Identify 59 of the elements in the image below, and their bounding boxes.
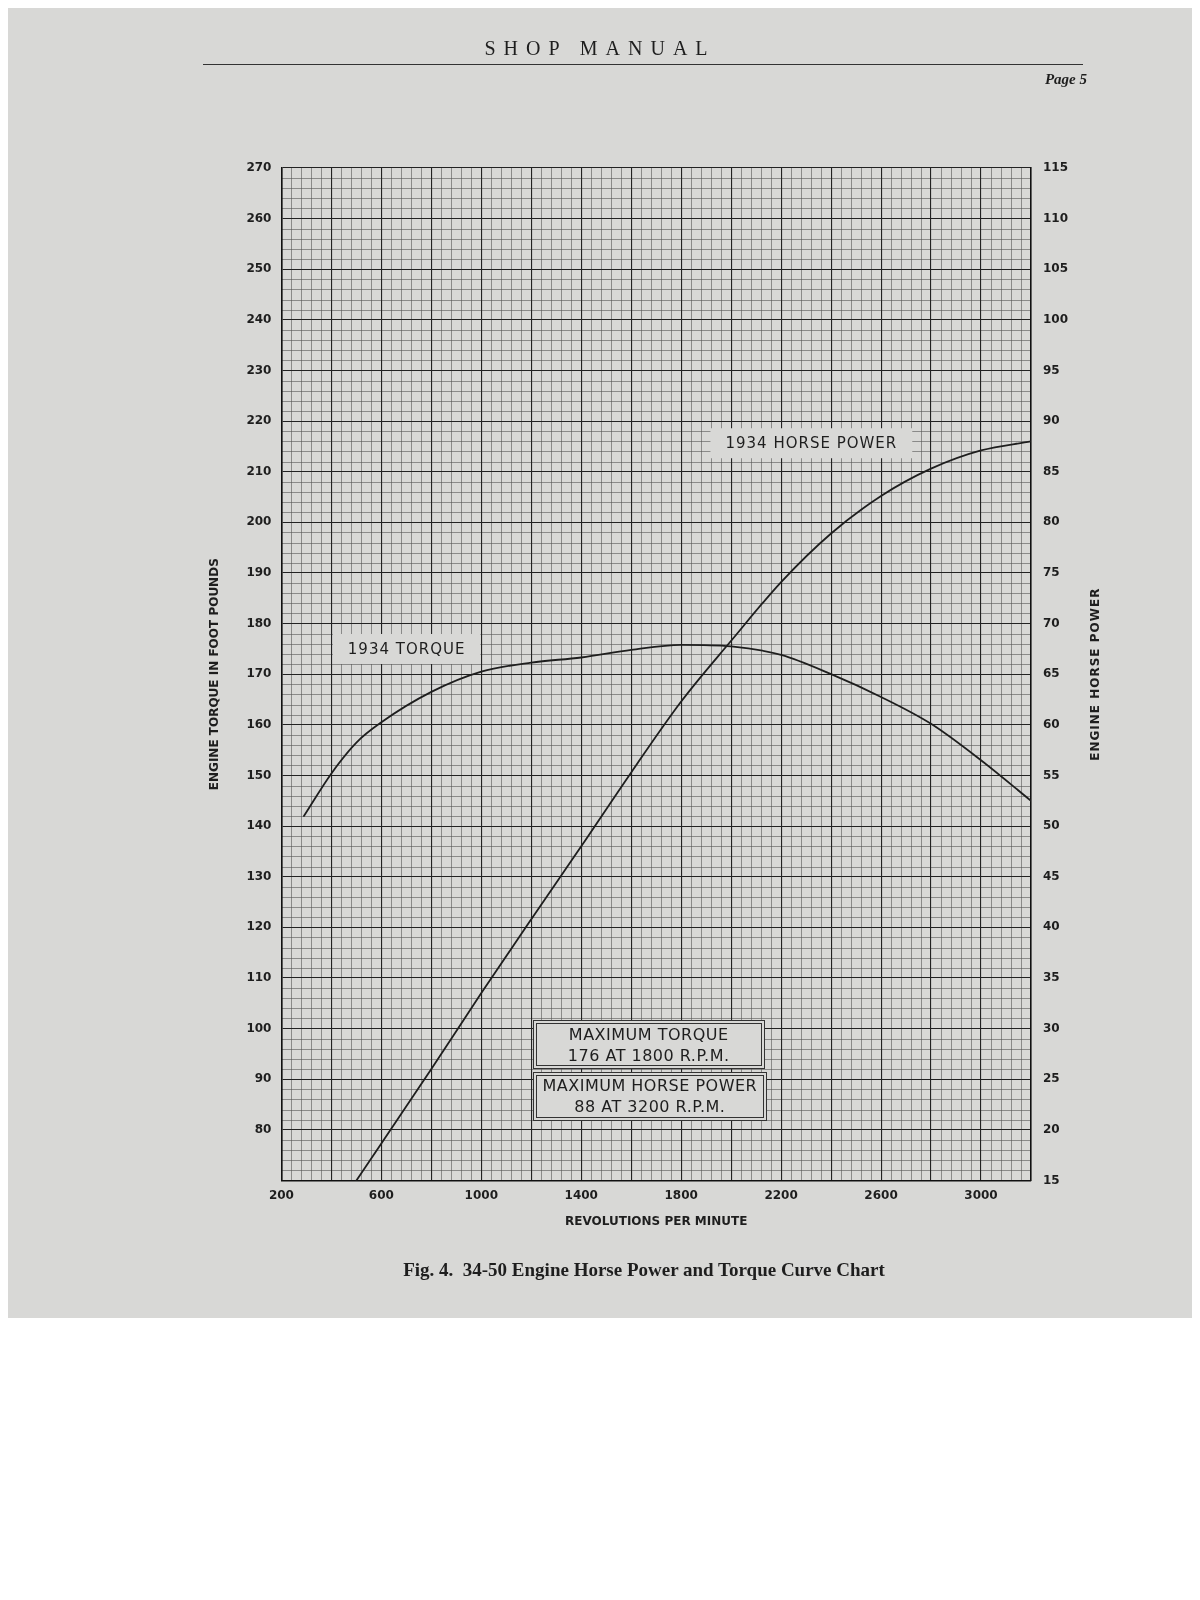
y-tick-label: 230	[246, 362, 272, 377]
y-tick-label: 110	[246, 970, 272, 985]
y2-axis-title: ENGINE HORSE POWER	[1088, 587, 1103, 761]
x-tick-label: 200	[268, 1187, 294, 1202]
y-tick-label: 120	[246, 919, 272, 934]
y2-tick-label: 75	[1042, 565, 1060, 580]
y-tick-label: 270	[246, 160, 272, 175]
y2-tick-label: 90	[1042, 413, 1060, 428]
y2-tick-label: 60	[1042, 716, 1060, 731]
x-tick-label: 1400	[564, 1187, 598, 1202]
series-label: 1934 TORQUE	[347, 639, 466, 658]
y2-tick-label: 105	[1042, 261, 1069, 276]
annotation: MAXIMUM TORQUE 176 AT 1800 R.P.M.	[567, 1023, 730, 1066]
y-tick-label: 190	[246, 565, 272, 580]
annotation: MAXIMUM HORSE POWER 88 AT 3200 R.P.M.	[542, 1075, 758, 1118]
y2-tick-label: 80	[1042, 514, 1060, 529]
y-tick-label: 180	[246, 615, 272, 630]
y-tick-label: 150	[246, 767, 272, 782]
y2-tick-label: 25	[1042, 1071, 1060, 1086]
y2-tick-label: 30	[1042, 1020, 1060, 1035]
y-tick-label: 160	[246, 716, 272, 731]
y-tick-label: 220	[246, 413, 272, 428]
y-tick-label: 250	[246, 261, 272, 276]
y2-tick-label: 35	[1042, 970, 1060, 985]
y2-tick-label: 20	[1042, 1121, 1060, 1136]
y-tick-label: 90	[254, 1071, 272, 1086]
y-tick-label: 130	[246, 868, 272, 883]
x-tick-label: 1000	[464, 1187, 499, 1202]
y2-tick-label: 85	[1042, 463, 1060, 478]
y2-tick-label: 115	[1042, 160, 1069, 175]
y2-tick-label: 45	[1042, 868, 1060, 883]
y2-tick-label: 100	[1042, 311, 1069, 326]
y2-tick-label: 70	[1042, 615, 1060, 630]
y-tick-label: 80	[254, 1121, 272, 1136]
y2-tick-label: 50	[1042, 818, 1060, 833]
y2-tick-label: 55	[1042, 767, 1060, 782]
y-tick-label: 210	[246, 463, 272, 478]
text: SHOP MANUAL	[483, 36, 717, 60]
y2-tick-label: 95	[1042, 362, 1060, 377]
x-tick-label: 2600	[864, 1187, 898, 1202]
y2-tick-label: 15	[1042, 1172, 1060, 1187]
y-tick-label: 240	[246, 311, 272, 326]
y-tick-label: 170	[246, 666, 272, 681]
y-tick-label: 200	[246, 514, 272, 529]
y2-tick-label: 40	[1042, 919, 1060, 934]
y2-tick-label: 110	[1042, 210, 1069, 225]
y-tick-label: 140	[246, 818, 272, 833]
y-tick-label: 260	[246, 210, 272, 225]
x-tick-label: 3000	[964, 1187, 998, 1202]
x-axis-title: REVOLUTIONS PER MINUTE	[565, 1214, 748, 1229]
text: Fig. 4. 34-50 Engine Horse Power and Torque Curve Chart	[403, 1258, 886, 1280]
x-tick-label: 600	[368, 1187, 394, 1202]
y-tick-label: 100	[246, 1020, 272, 1035]
y2-tick-label: 65	[1042, 666, 1060, 681]
x-tick-label: 1800	[664, 1187, 698, 1202]
series-label: 1934 HORSE POWER	[725, 434, 898, 453]
text: Page 5	[1044, 70, 1087, 88]
x-tick-label: 2200	[764, 1187, 798, 1202]
y-axis-title: ENGINE TORQUE IN FOOT POUNDS	[207, 558, 222, 791]
